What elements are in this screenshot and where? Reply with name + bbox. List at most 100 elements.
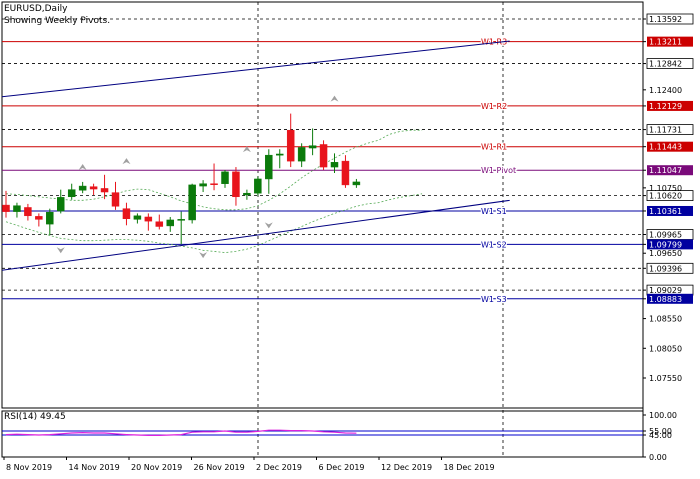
trendline-1 (2, 199, 510, 271)
price-tag-label: 1.09396 (649, 264, 682, 273)
price-tag-label: 1.10361 (649, 207, 682, 216)
price-tag-bg (647, 205, 693, 216)
time-axis-label: 20 Nov 2019 (131, 463, 182, 472)
envelope-upper-line (5, 129, 423, 211)
price-tag-label: 1.09799 (649, 240, 682, 249)
time-axis-label: 6 Dec 2019 (319, 463, 365, 472)
rsi-value: 49.45 (39, 412, 66, 422)
price-tag-label: 1.09965 (649, 231, 682, 240)
candle-bull (330, 162, 339, 168)
indicator-caption: Showing Weekly Pivots. (4, 16, 111, 26)
candle-bull (133, 215, 142, 220)
candle-bull (308, 145, 317, 149)
candle-bull (297, 147, 306, 162)
price-axis-label: 1.09650 (649, 249, 682, 258)
price-tag-box (646, 13, 694, 25)
rsi-axis-label: 100.00 (649, 411, 677, 420)
candle-bull (13, 205, 21, 212)
fractal-up-icon (78, 164, 87, 171)
candle-bull (46, 211, 54, 225)
rsi-subwindow-frame (1, 410, 644, 458)
price-tag-label: 1.13592 (649, 15, 682, 24)
candle-bear (144, 216, 153, 222)
candle-bear (35, 216, 43, 220)
rsi-axis-label: 55.00 (649, 427, 672, 436)
time-axis-label: 2 Dec 2019 (256, 463, 302, 472)
fractal-up-icon (330, 95, 339, 102)
fractal-up-icon (242, 146, 251, 153)
candle-bear (286, 129, 295, 162)
candle-bull (265, 154, 273, 180)
candle-bear (319, 144, 328, 168)
fractal-up-icon (122, 158, 131, 165)
pivot-label-w1-r1: W1 R1 (481, 143, 507, 152)
pivot-label-w1-r2: W1 R2 (481, 102, 507, 111)
price-tag-bg (647, 293, 693, 304)
rsi-caption: RSI(14) 49.45 (4, 412, 66, 422)
time-axis-label: 26 Nov 2019 (194, 463, 245, 472)
price-tag-label: 1.09029 (649, 286, 682, 295)
candle-bull (254, 178, 262, 194)
fractal-down-icon (199, 252, 208, 259)
candle-bull (221, 171, 229, 184)
pivot-label-w1-s3: W1 S3 (481, 295, 507, 304)
price-tag-label: 1.12842 (649, 60, 682, 69)
price-tag-bg (647, 165, 693, 176)
rsi-line (5, 429, 357, 436)
candle-bear (155, 221, 164, 227)
price-tag-box (646, 190, 694, 201)
candle-bear (2, 204, 10, 212)
price-tag-bg (647, 36, 693, 47)
price-tag-label: 1.11443 (649, 143, 682, 152)
price-tag-label: 1.11047 (649, 166, 682, 175)
candle-bear (89, 186, 98, 190)
pivot-label-w1-r3: W1 R3 (481, 38, 507, 47)
pivot-label-w1-s1: W1 S1 (481, 207, 507, 216)
candle-bear (232, 171, 240, 198)
pivot-label-w1-pivot: W1 Pivot (481, 166, 516, 175)
price-axis-label: 1.10750 (649, 184, 682, 193)
time-axis-label: 18 Dec 2019 (444, 463, 495, 472)
time-axis-label: 8 Nov 2019 (6, 463, 52, 472)
candle-bull (243, 192, 251, 196)
main-chart-frame (1, 1, 644, 409)
symbol-timeframe-label: EURUSD,Daily (4, 4, 68, 14)
price-tag-label: 1.10620 (649, 192, 682, 201)
price-tag-bg (647, 141, 693, 152)
price-axis-label: 1.08550 (649, 315, 682, 324)
candle-bull (352, 181, 361, 186)
price-tag-bg (647, 239, 693, 250)
price-tag-label: 1.13211 (649, 38, 682, 47)
fractal-down-icon (56, 247, 65, 254)
candle-bull (166, 219, 174, 227)
rsi-label: RSI(14) (4, 412, 38, 422)
candle-bull (78, 185, 87, 191)
candle-bull (67, 189, 76, 198)
price-axis-label: 1.08050 (649, 344, 682, 353)
rsi-axis-label: 45.00 (649, 431, 672, 440)
candle-bear (100, 188, 109, 193)
price-tag-label: 1.08883 (649, 295, 682, 304)
price-axis-label: 1.12400 (649, 86, 682, 95)
time-axis-label: 12 Dec 2019 (381, 463, 432, 472)
candle-bear (341, 160, 350, 186)
candle-bear (24, 207, 32, 217)
price-tag-box (646, 58, 694, 69)
price-tag-label: 1.11731 (649, 126, 682, 135)
candle-bull (57, 197, 65, 212)
price-tag-box (646, 124, 694, 135)
candle-bull (199, 183, 207, 187)
price-tag-label: 1.12129 (649, 102, 682, 111)
fractal-down-icon (264, 222, 273, 229)
candle-bear (122, 208, 131, 220)
time-axis-label: 14 Nov 2019 (69, 463, 120, 472)
trendline-0 (2, 40, 510, 98)
price-axis-label: 1.07550 (649, 374, 682, 383)
candle-bull (276, 153, 284, 156)
rsi-axis-label: 0.00 (649, 453, 667, 462)
candle-bull (188, 184, 196, 221)
candle-bear (111, 192, 120, 207)
candle-bear (210, 183, 218, 185)
